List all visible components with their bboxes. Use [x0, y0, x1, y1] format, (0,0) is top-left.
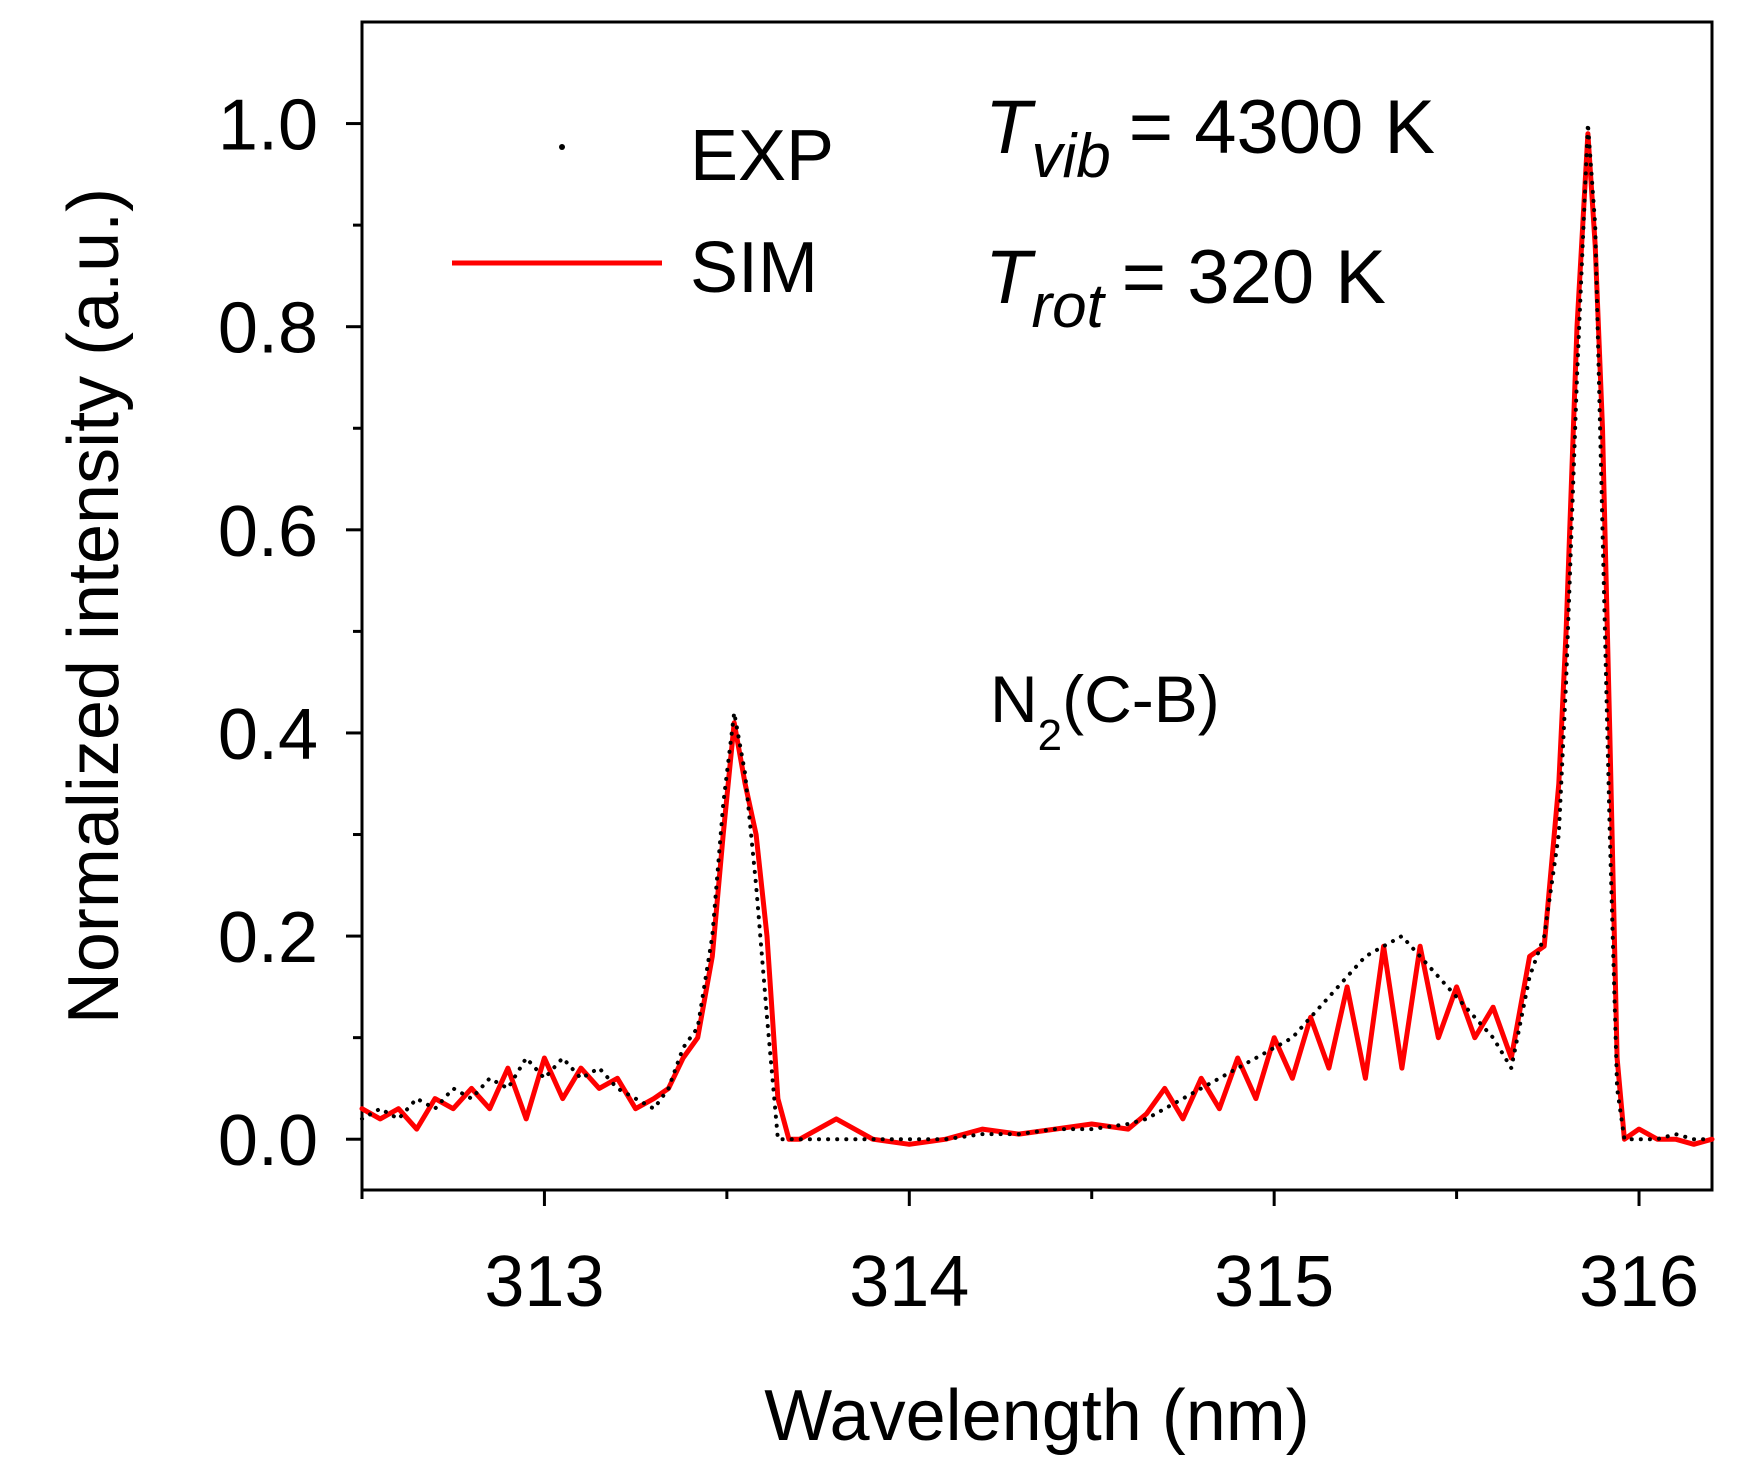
t-vib-symbol: T — [985, 85, 1036, 170]
t-rot-subscript: rot — [1031, 272, 1106, 341]
y-tick-label: 0.8 — [218, 289, 318, 369]
x-tick-label: 315 — [1214, 1242, 1334, 1322]
band-subscript: 2 — [1038, 711, 1062, 760]
t-vib-subscript: vib — [1031, 122, 1110, 191]
t-vib-value: = 4300 K — [1129, 85, 1435, 170]
y-tick-label: 0.0 — [218, 1101, 318, 1181]
y-tick-label: 1.0 — [218, 86, 318, 166]
t-rot-value: = 320 K — [1122, 235, 1386, 320]
band-suffix: (C-B) — [1062, 662, 1220, 736]
legend-exp-label: EXP — [690, 116, 834, 196]
legend-exp-marker — [559, 144, 565, 150]
spectrum-chart: 313 314 315 316 0.0 0.2 0.4 0.6 0.8 1.0 Wavelengt… — [0, 0, 1738, 1465]
x-tick-label: 314 — [849, 1242, 969, 1322]
band-main: N — [990, 662, 1038, 736]
legend-sim-label: SIM — [690, 228, 818, 308]
x-tick-label: 316 — [1579, 1242, 1699, 1322]
y-tick-label: 0.4 — [218, 695, 318, 775]
y-axis-label: Normalized intensity (a.u.) — [54, 188, 134, 1024]
t-rot-symbol: T — [985, 235, 1036, 320]
x-tick-label: 313 — [484, 1242, 604, 1322]
y-tick-label: 0.2 — [218, 898, 318, 978]
y-tick-label: 0.6 — [218, 492, 318, 572]
x-axis-label: Wavelength (nm) — [764, 1376, 1310, 1456]
